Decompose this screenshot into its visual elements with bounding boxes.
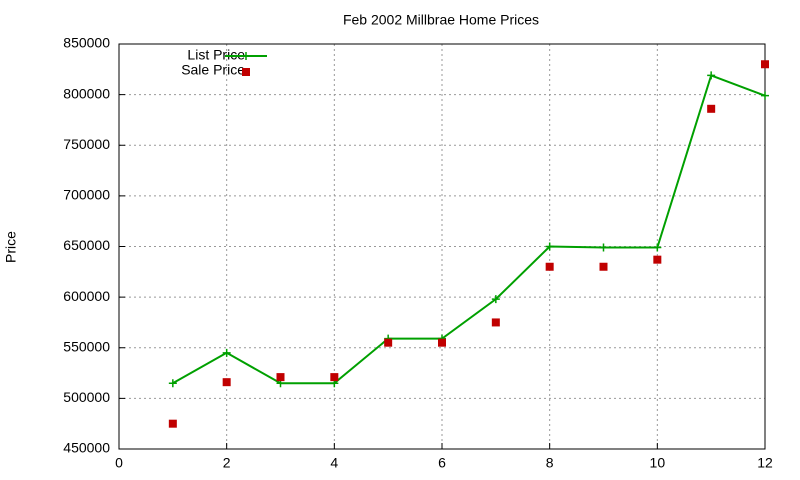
x-tick-label: 8 xyxy=(546,455,554,471)
plot-border xyxy=(118,43,766,450)
y-tick-label: 800000 xyxy=(63,85,110,101)
chart-title: Feb 2002 Millbrae Home Prices xyxy=(343,12,539,28)
y-tick-label: 650000 xyxy=(63,237,110,253)
y-tick-label: 550000 xyxy=(63,338,110,354)
y-axis-label: Price xyxy=(3,231,19,263)
point xyxy=(438,338,446,347)
y-tick-label: 500000 xyxy=(63,389,110,405)
y-tick-label: 850000 xyxy=(63,35,110,51)
y-tick-label: 750000 xyxy=(63,136,110,152)
legend-marker xyxy=(242,52,250,60)
point xyxy=(491,295,500,304)
x-tick-label: 10 xyxy=(650,455,666,471)
legend-label: List Price xyxy=(187,47,245,63)
x-tick-label: 2 xyxy=(223,455,231,471)
point xyxy=(168,379,177,388)
point xyxy=(545,262,554,271)
point xyxy=(599,262,608,271)
point xyxy=(384,338,393,347)
point xyxy=(761,60,769,69)
point xyxy=(761,91,769,100)
legend-marker xyxy=(242,68,250,76)
point xyxy=(491,318,500,327)
point xyxy=(222,348,231,357)
y-tick-label: 700000 xyxy=(63,187,110,203)
point xyxy=(707,104,716,113)
point xyxy=(599,243,608,252)
point xyxy=(653,243,662,252)
x-tick-label: 0 xyxy=(115,455,123,471)
point xyxy=(168,419,177,428)
x-tick-label: 12 xyxy=(757,455,773,471)
y-tick-label: 450000 xyxy=(63,440,110,456)
point xyxy=(276,373,285,382)
point xyxy=(653,255,662,264)
point xyxy=(222,378,231,387)
x-tick-label: 4 xyxy=(330,455,338,471)
point xyxy=(330,373,339,382)
point xyxy=(707,71,716,80)
legend-label: Sale Price xyxy=(181,62,245,78)
x-tick-label: 6 xyxy=(438,455,446,471)
point xyxy=(545,242,554,251)
y-tick-label: 600000 xyxy=(63,288,110,304)
series-line xyxy=(172,74,766,385)
